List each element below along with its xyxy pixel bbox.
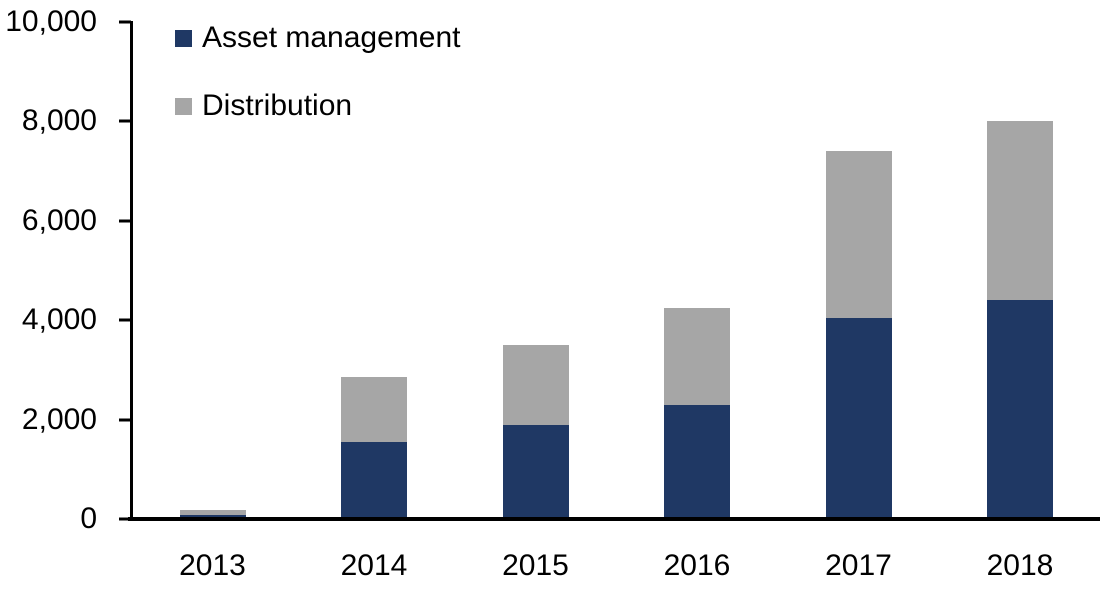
y-tick-mark xyxy=(119,517,131,521)
x-tick-label-2014: 2014 xyxy=(340,549,408,582)
x-tick-label-2016: 2016 xyxy=(663,549,731,582)
bar-2016-asset-management xyxy=(664,404,730,519)
legend-item-distribution: Distribution xyxy=(175,89,352,123)
bar-2014-distribution xyxy=(341,377,407,442)
y-tick-label: 10,000 xyxy=(5,5,97,38)
x-tick-label-2015: 2015 xyxy=(502,549,569,582)
y-tick-label: 6,000 xyxy=(21,203,97,237)
y-tick-label: 2,000 xyxy=(21,402,97,436)
y-tick-label: 4,000 xyxy=(21,303,97,337)
bar-2018-asset-management xyxy=(987,300,1053,519)
legend-label-distribution: Distribution xyxy=(202,89,353,122)
y-tick-label: 8,000 xyxy=(21,104,97,138)
bar-2015-distribution xyxy=(502,345,569,425)
legend-label-asset-management: Asset management xyxy=(202,21,461,54)
bar-2016-distribution xyxy=(664,307,730,405)
x-tick-label-2017: 2017 xyxy=(825,549,892,582)
bar-2013-distribution xyxy=(179,509,246,516)
bar-2017-distribution xyxy=(825,151,892,318)
y-axis-ticks xyxy=(119,20,131,521)
x-tick-label-2018: 2018 xyxy=(986,549,1054,582)
x-tick-label-2013: 2013 xyxy=(179,549,246,582)
y-tick-mark xyxy=(119,318,131,322)
x-axis: 2013 2014 2015 2016 2017 2018 xyxy=(133,549,1100,587)
x-axis-line xyxy=(128,517,1100,521)
y-tick-mark xyxy=(119,119,131,123)
y-axis-line xyxy=(130,21,133,519)
plot-area xyxy=(133,22,1100,519)
legend-swatch-distribution xyxy=(175,97,192,115)
y-tick-mark xyxy=(119,219,131,223)
bar-2018-distribution xyxy=(987,121,1053,301)
bar-2014-asset-management xyxy=(341,441,407,519)
bar-2015-asset-management xyxy=(502,424,569,519)
legend-item-asset-management: Asset management xyxy=(175,21,460,55)
y-tick-mark xyxy=(119,20,131,24)
y-tick-mark xyxy=(119,418,131,422)
y-axis: 0 2,000 4,000 6,000 8,000 10,000 xyxy=(0,5,97,535)
bar-2017-asset-management xyxy=(825,317,892,519)
y-tick-label: 0 xyxy=(80,502,97,535)
legend-swatch-asset-management xyxy=(175,29,192,47)
